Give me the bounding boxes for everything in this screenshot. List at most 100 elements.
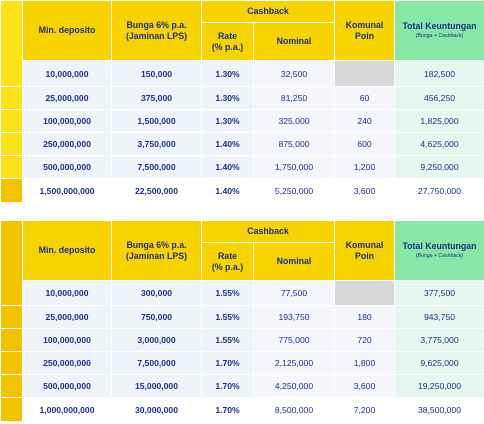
nominal-cell: 81,250: [253, 86, 335, 110]
header-komunal-poin: Komunal Poin: [334, 0, 395, 61]
nominal-cell: 775,000: [253, 328, 335, 352]
deposito-cell: 10,000,000: [22, 60, 112, 87]
nominal-cell: 325,000: [253, 109, 335, 133]
side-bar: [0, 351, 23, 375]
table-row: 1,500,000,000 22,500,000 1.40% 5,250,000…: [0, 178, 484, 203]
total-cell: 27,750,000: [394, 178, 484, 203]
header-nominal: Nominal: [253, 242, 335, 281]
total-cell: 182,500: [394, 60, 484, 87]
nominal-cell: 193,750: [253, 305, 335, 329]
side-bar: [0, 155, 23, 179]
table-row: 500,000,000 7,500,000 1.40% 1,750,000 1,…: [0, 155, 484, 179]
rate-cell: 1.30%: [201, 60, 254, 87]
bunga-cell: 750,000: [111, 305, 202, 329]
rate-cell: 1.70%: [201, 397, 254, 422]
total-cell: 943,750: [394, 305, 484, 329]
deposito-cell: 1,000,000,000: [22, 397, 112, 422]
side-bar: [0, 374, 23, 398]
table-row: 25,000,000 750,000 1.55% 193,750 180 943…: [0, 305, 484, 329]
table-row: 100,000,000 3,000,000 1.55% 775,000 720 …: [0, 328, 484, 352]
table-row: 500,000,000 15,000,000 1.70% 4,250,000 3…: [0, 374, 484, 398]
nominal-cell: 1,750,000: [253, 155, 335, 179]
deposito-cell: 1,500,000,000: [22, 178, 112, 203]
header-row-top: Min. deposito Bunga 6% p.a. (Jaminan LPS)…: [0, 220, 484, 306]
deposito-cell: 500,000,000: [22, 155, 112, 179]
nominal-cell: 77,500: [253, 280, 335, 306]
total-cell: 3,775,000: [394, 328, 484, 352]
nominal-cell: 4,250,000: [253, 374, 335, 398]
side-bar: [0, 305, 23, 329]
deposito-cell: 25,000,000: [22, 305, 112, 329]
header-row-sub: Rate (% p.a.) Nominal: [1, 22, 484, 61]
table-row: 1,000,000,000 30,000,000 1.70% 8,500,000…: [0, 397, 484, 422]
total-cell: 38,500,000: [394, 397, 484, 422]
bunga-cell: 7,500,000: [111, 351, 202, 375]
nominal-cell: 875,000: [253, 132, 335, 156]
side-bar: [0, 328, 23, 352]
header-row-top: Min. deposito Bunga 6% p.a. (Jaminan LPS)…: [0, 0, 484, 87]
rate-cell: 1.40%: [201, 132, 254, 156]
header-total-keuntungan: Total Keuntungan (Bunga + Cashback): [394, 0, 484, 61]
table-row: 100,000,000 1,500,000 1.30% 325,000 240 …: [0, 109, 484, 133]
table-row: 10,000,000 300,000 1.55% 77,500 377,500: [1, 280, 484, 306]
bunga-cell: 22,500,000: [111, 178, 202, 203]
total-cell: 1,825,000: [394, 109, 484, 133]
poin-cell: 7,200: [334, 397, 395, 422]
poin-cell-empty: [334, 280, 395, 306]
total-cell: 377,500: [394, 280, 484, 306]
poin-cell: 600: [334, 132, 395, 156]
bunga-cell: 15,000,000: [111, 374, 202, 398]
bunga-cell: 30,000,000: [111, 397, 202, 422]
header-cashback: Cashback: [201, 220, 335, 243]
poin-cell-empty: [334, 60, 395, 87]
nominal-cell: 32,500: [253, 60, 335, 87]
deposito-cell: 500,000,000: [22, 374, 112, 398]
total-cell: 9,250,000: [394, 155, 484, 179]
header-nominal: Nominal: [253, 22, 335, 61]
header-min-deposito: Min. deposito: [22, 0, 112, 61]
header-bunga: Bunga 6% p.a. (Jaminan LPS): [111, 220, 202, 281]
poin-cell: 3,600: [334, 374, 395, 398]
bunga-cell: 3,000,000: [111, 328, 202, 352]
side-bar: [0, 220, 23, 306]
poin-cell: 60: [334, 86, 395, 110]
poin-cell: 3,600: [334, 178, 395, 203]
deposito-cell: 250,000,000: [22, 351, 112, 375]
deposito-cell: 25,000,000: [22, 86, 112, 110]
total-cell: 9,625,000: [394, 351, 484, 375]
header-row-sub: Rate (% p.a.) Nominal: [1, 242, 484, 281]
bunga-cell: 3,750,000: [111, 132, 202, 156]
cashback-table-1: Min. deposito Bunga 6% p.a. (Jaminan LPS)…: [0, 0, 484, 203]
side-bar: [0, 0, 23, 87]
nominal-cell: 2,125,000: [253, 351, 335, 375]
total-cell: 456,250: [394, 86, 484, 110]
rate-cell: 1.30%: [201, 109, 254, 133]
poin-cell: 180: [334, 305, 395, 329]
deposito-cell: 10,000,000: [22, 280, 112, 306]
rate-cell: 1.55%: [201, 328, 254, 352]
rate-cell: 1.40%: [201, 155, 254, 179]
deposito-cell: 100,000,000: [22, 109, 112, 133]
side-bar: [0, 132, 23, 156]
rate-cell: 1.70%: [201, 374, 254, 398]
side-bar: [0, 178, 23, 203]
total-cell: 19,250,000: [394, 374, 484, 398]
header-min-deposito: Min. deposito: [22, 220, 112, 281]
poin-cell: 1,200: [334, 155, 395, 179]
poin-cell: 720: [334, 328, 395, 352]
table-row: 250,000,000 3,750,000 1.40% 875,000 600 …: [0, 132, 484, 156]
cashback-table-2: Min. deposito Bunga 6% p.a. (Jaminan LPS)…: [0, 220, 484, 422]
rate-cell: 1.55%: [201, 305, 254, 329]
header-bunga: Bunga 6% p.a. (Jaminan LPS): [111, 0, 202, 61]
side-bar: [0, 397, 23, 422]
header-cashback: Cashback: [201, 0, 335, 23]
deposito-cell: 100,000,000: [22, 328, 112, 352]
bunga-cell: 375,000: [111, 86, 202, 110]
side-bar: [0, 109, 23, 133]
table-row: 10,000,000 150,000 1.30% 32,500 182,500: [1, 60, 484, 87]
nominal-cell: 8,500,000: [253, 397, 335, 422]
rate-cell: 1.55%: [201, 280, 254, 306]
deposito-cell: 250,000,000: [22, 132, 112, 156]
bunga-cell: 300,000: [111, 280, 202, 306]
